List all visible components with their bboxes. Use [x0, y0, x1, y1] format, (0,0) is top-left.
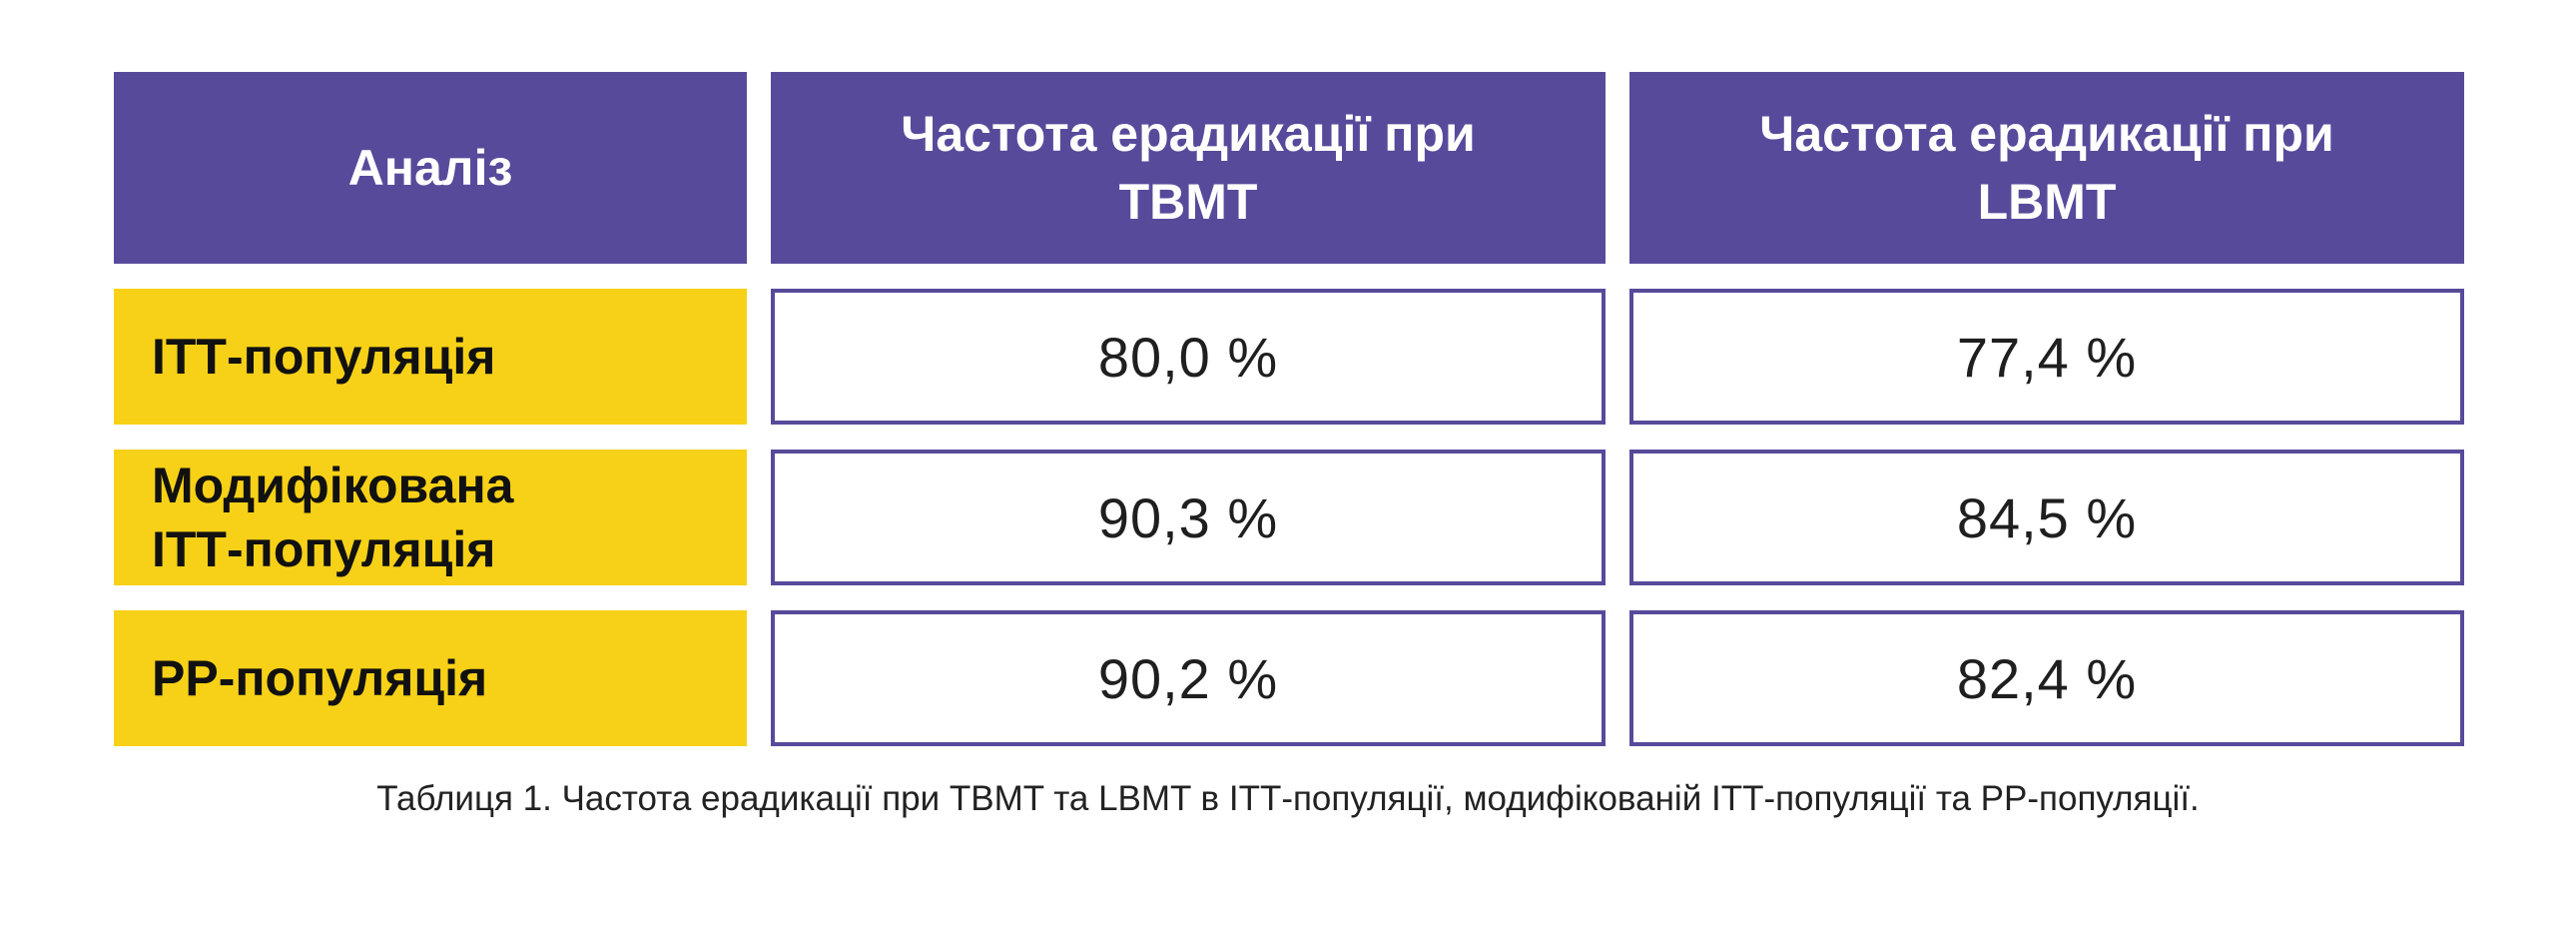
header-label-tbmt: Частота ерадикації при TBMT — [901, 106, 1476, 230]
cell-value: 80,0 % — [1097, 325, 1279, 389]
table-cell-modified-itt-lbmt: 84,5 % — [1629, 450, 2464, 585]
table-cell-modified-itt-tbmt: 90,3 % — [771, 450, 1606, 585]
header-cell-tbmt: Частота ерадикації при TBMT — [771, 72, 1606, 264]
header-cell-lbmt: Частота ерадикації при LBMT — [1629, 72, 2464, 264]
cell-value: 84,5 % — [1956, 485, 2138, 549]
table-cell-pp-lbmt: 82,4 % — [1629, 610, 2464, 746]
row-label-modified-itt: Модифікована ІТТ-популяція — [114, 450, 747, 585]
cell-value: 90,2 % — [1097, 646, 1279, 710]
row-label-itt: ІТТ-популяція — [114, 289, 747, 425]
table-caption: Таблиця 1. Частота ерадикації при TBMT т… — [376, 779, 2200, 818]
row-label-pp: PP-популяція — [114, 610, 747, 746]
header-cell-analysis: Аналіз — [114, 72, 747, 264]
table-cell-pp-tbmt: 90,2 % — [771, 610, 1606, 746]
header-label-analysis: Аналіз — [347, 140, 513, 196]
cell-value: 90,3 % — [1097, 485, 1279, 549]
header-label-lbmt: Частота ерадикації при LBMT — [1759, 106, 2334, 230]
table-cell-itt-tbmt: 80,0 % — [771, 289, 1606, 425]
row-label-text: ІТТ-популяція — [152, 329, 496, 385]
cell-value: 77,4 % — [1956, 325, 2138, 389]
table-cell-itt-lbmt: 77,4 % — [1629, 289, 2464, 425]
row-label-text: PP-популяція — [152, 650, 488, 706]
row-label-text: Модифікована ІТТ-популяція — [152, 458, 514, 577]
cell-value: 82,4 % — [1956, 646, 2138, 710]
